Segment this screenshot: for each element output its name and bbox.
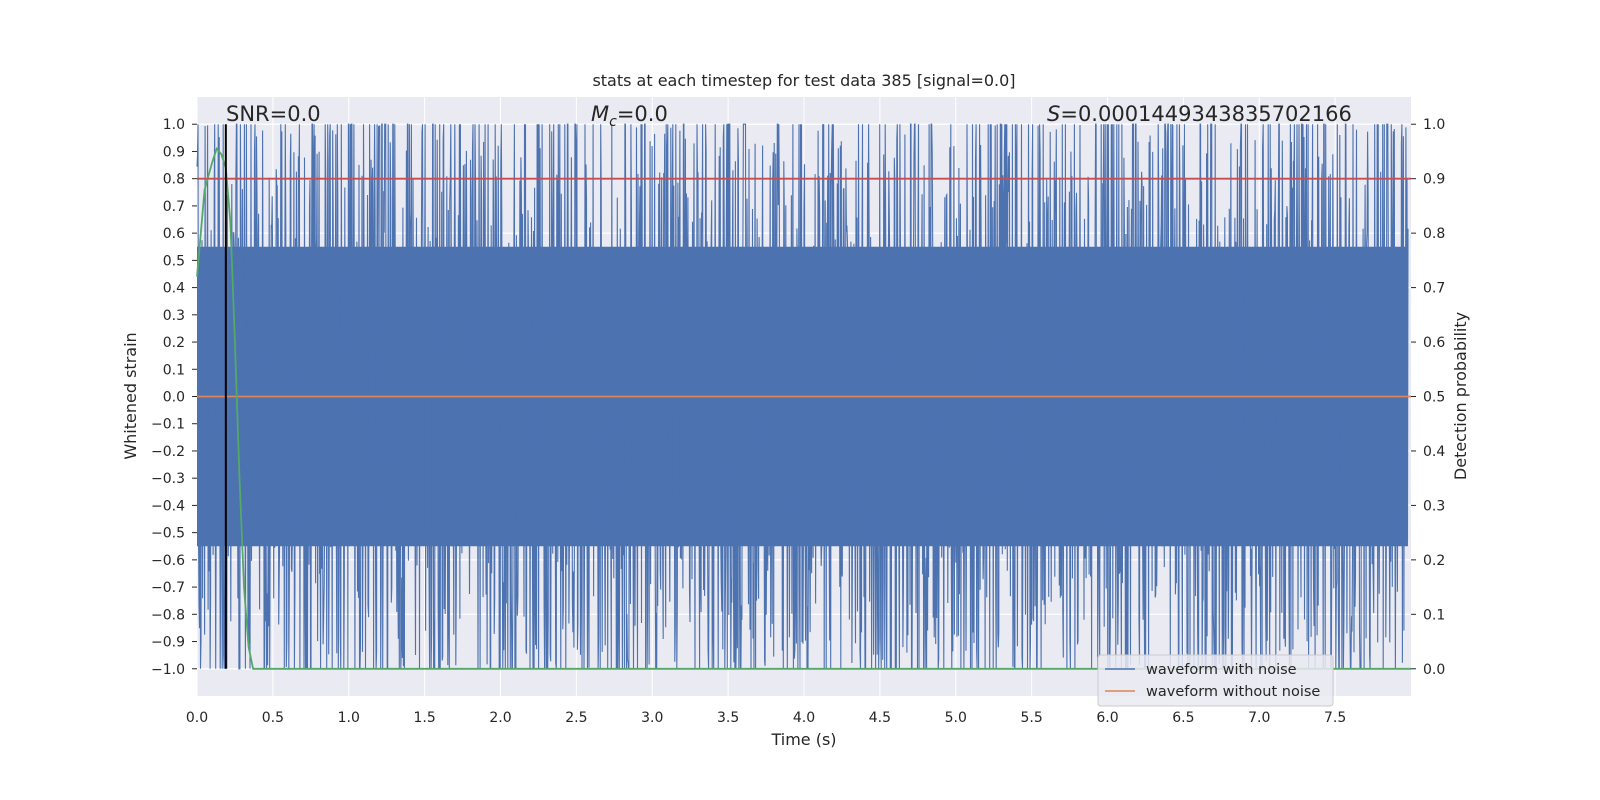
y-left-tick-label: −0.6: [151, 553, 185, 569]
x-tick-labels: 0.0 0.5 1.0 1.5 2.0 2.5 3.0 3.5 4.0 4.5 5.0 5.5 6.0 6…: [186, 710, 1346, 726]
s-symbol: S: [1047, 102, 1060, 126]
x-tick-label: 0.5: [262, 710, 284, 726]
mc-subscript: c: [609, 114, 617, 130]
y-left-tick-label: 0.1: [163, 362, 185, 378]
y-left-tick-label: 0.5: [163, 253, 185, 269]
x-tick-label: 3.0: [641, 710, 663, 726]
s-value: =0.00014493438357021​66: [1060, 102, 1352, 126]
y-right-tick-label: 0.4: [1423, 444, 1445, 460]
x-tick-label: 4.5: [869, 710, 891, 726]
legend-clean-label: waveform without noise: [1146, 684, 1320, 700]
mc-value: =0.0: [617, 102, 668, 126]
y-left-tick-label: 0.0: [163, 390, 185, 406]
y-right-tick-label: 0.8: [1423, 226, 1445, 242]
series-line: [196, 146, 1411, 670]
x-tick-label: 2.0: [489, 710, 511, 726]
y-left-tick-label: 1.0: [163, 117, 185, 133]
y-left-tick-label: 0.8: [163, 172, 185, 188]
x-tick-label: 0.0: [186, 710, 208, 726]
x-tick-label: 4.0: [793, 710, 815, 726]
y-right-tick-label: 0.9: [1423, 172, 1445, 188]
y-left-tick-label: 0.6: [163, 226, 185, 242]
x-tick-label: 1.0: [338, 710, 360, 726]
y-right-tick-label: 0.6: [1423, 335, 1445, 351]
y-right-tick-labels: 1.0 0.9 0.8 0.7 0.6 0.5 0.4 0.3 0.2 0.1 0.0: [1411, 117, 1445, 678]
x-tick-label: 7.0: [1248, 710, 1270, 726]
x-tick-label: 5.5: [1020, 710, 1042, 726]
y-left-axis-label: Whitened strain: [121, 332, 140, 459]
y-right-tick-label: 0.7: [1423, 281, 1445, 297]
x-tick-label: 7.5: [1324, 710, 1346, 726]
y-right-tick-label: 0.1: [1423, 607, 1445, 623]
x-tick-label: 6.0: [1096, 710, 1118, 726]
y-left-tick-label: −0.8: [151, 607, 185, 623]
s-annotation: S=0.00014493438357021​66: [1047, 102, 1352, 126]
y-left-tick-label: 0.7: [163, 199, 185, 215]
y-right-tick-label: 0.0: [1423, 662, 1445, 678]
y-left-tick-label: −0.2: [151, 444, 185, 460]
y-left-tick-label: −0.4: [151, 498, 185, 514]
x-tick-label: 2.5: [565, 710, 587, 726]
y-left-tick-label: 0.4: [163, 281, 185, 297]
chart-title: stats at each timestep for test data 385…: [592, 71, 1015, 90]
y-left-tick-label: −0.5: [151, 526, 185, 542]
y-right-tick-label: 0.5: [1423, 390, 1445, 406]
y-left-tick-label: 0.9: [163, 144, 185, 160]
y-right-tick-label: 0.2: [1423, 553, 1445, 569]
mc-symbol: M: [591, 102, 609, 126]
y-left-tick-label: −1.0: [151, 662, 185, 678]
legend-box: [1097, 654, 1334, 707]
x-axis-label: Time (s): [770, 730, 836, 749]
legend: waveform with noise waveform without noi…: [1097, 654, 1334, 707]
y-right-tick-label: 1.0: [1423, 117, 1445, 133]
x-tick-label: 5.0: [945, 710, 967, 726]
y-left-tick-label: 0.2: [163, 335, 185, 351]
x-tick-label: 6.5: [1172, 710, 1194, 726]
y-left-tick-label: −0.9: [151, 635, 185, 651]
y-left-tick-label: −0.7: [151, 580, 185, 596]
series-lines: [196, 124, 1411, 670]
y-left-tick-label: −0.1: [151, 417, 185, 433]
y-left-tick-label: −0.3: [151, 471, 185, 487]
legend-noise-label: waveform with noise: [1146, 662, 1297, 678]
x-tick-label: 3.5: [717, 710, 739, 726]
y-right-axis-label: Detection probability: [1451, 312, 1470, 480]
mc-annotation: Mc=0.0: [591, 102, 668, 130]
y-right-tick-label: 0.3: [1423, 498, 1445, 514]
y-left-tick-label: 0.3: [163, 308, 185, 324]
y-left-tick-labels: 1.0 0.9 0.8 0.7 0.6 0.5 0.4 0.3 0.2 0.1 0.0 −0.1 −0.…: [151, 117, 197, 678]
x-tick-label: 1.5: [413, 710, 435, 726]
snr-annotation: SNR=0.0: [226, 102, 321, 126]
